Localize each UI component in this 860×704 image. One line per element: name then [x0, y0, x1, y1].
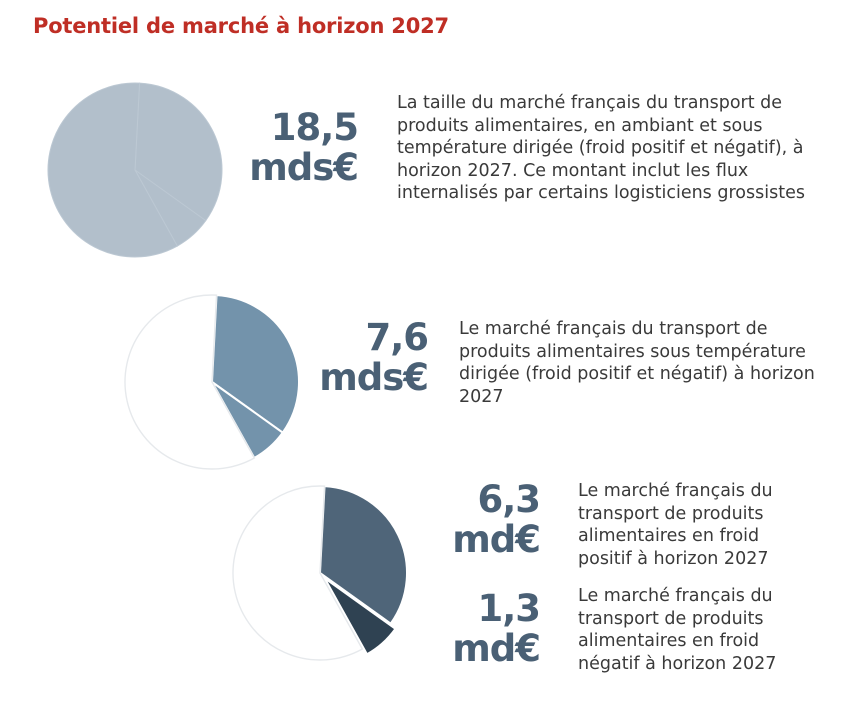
pie-slice-0 — [318, 485, 408, 626]
description-negative-cold: Le marché français du transport de produ… — [578, 586, 777, 674]
pie-slice-2 — [232, 485, 364, 661]
pie-slice-0 — [210, 294, 300, 435]
pie-slice-1 — [323, 577, 397, 656]
pie-chart-cold-split — [232, 485, 408, 661]
value-temperature-controlled: 7,6 mds€ — [319, 316, 429, 399]
chart-title: Potentiel de marché à horizon 2027 — [33, 14, 449, 38]
value-negative-cold: 1,3 md€ — [452, 587, 541, 670]
description-temperature-controlled: Le marché français du transport de produ… — [459, 319, 815, 407]
pie-chart-total — [47, 82, 223, 258]
value-positive-cold: 6,3 md€ — [452, 478, 541, 561]
pie-slice-0 — [134, 82, 223, 222]
pie-slice-2 — [124, 294, 256, 470]
description-positive-cold: Le marché français du transport de produ… — [578, 481, 773, 569]
pie-chart-temperature-controlled — [124, 294, 300, 470]
pie-slice-2 — [47, 82, 179, 258]
description-total: La taille du marché français du transpor… — [397, 93, 805, 203]
value-total: 18,5 mds€ — [249, 106, 359, 189]
